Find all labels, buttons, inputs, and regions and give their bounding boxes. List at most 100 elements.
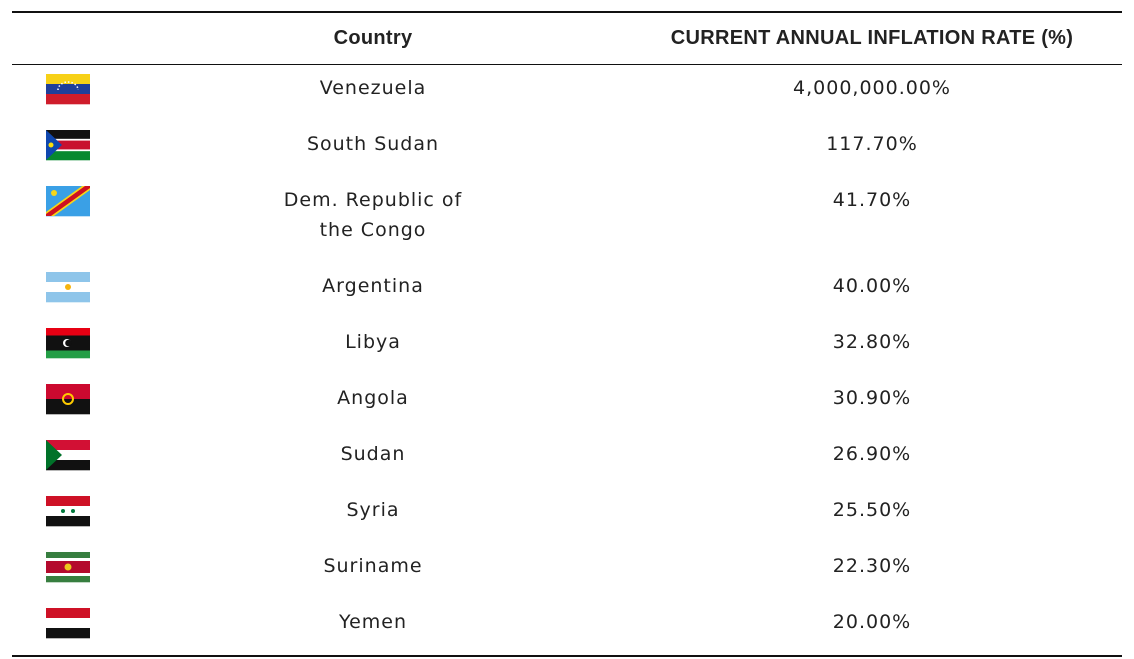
flag-stripe [46, 558, 90, 562]
country-cell: Dem. Republic of the Congo [112, 185, 634, 245]
inflation-rate: 22.30% [832, 555, 912, 577]
table-row: Yemen 20.00% [12, 599, 1122, 655]
flag [46, 496, 90, 527]
flag-stripe [46, 618, 90, 629]
country-cell: Venezuela [112, 73, 634, 103]
header-country: Country [333, 27, 413, 49]
flag-stripe [46, 516, 90, 527]
flag-sun [65, 284, 71, 290]
country-name: Angola [337, 387, 409, 409]
inflation-rate: 26.90% [832, 443, 912, 465]
flag-cell [12, 383, 112, 415]
flag-emblem [62, 393, 74, 405]
flag-stripe [46, 450, 90, 461]
flag-stripe [46, 138, 90, 141]
flag-cell [12, 73, 112, 105]
flag-stripe [46, 149, 90, 152]
flag-cell [12, 129, 112, 161]
country-name: Argentina [322, 275, 424, 297]
flag-stripe [46, 399, 90, 415]
table-row: Suriname 22.30% [12, 543, 1122, 599]
flag [46, 440, 90, 471]
flag-cell [12, 495, 112, 527]
flag-stripe [46, 496, 90, 507]
country-cell: Argentina [112, 271, 634, 301]
flag-cell [12, 327, 112, 359]
country-name: Venezuela [319, 77, 427, 99]
inflation-rate: 32.80% [832, 331, 912, 353]
flag-cell [12, 271, 112, 303]
country-name: Libya [345, 331, 401, 353]
country-name: Syria [346, 499, 400, 521]
country-name: Sudan [340, 443, 406, 465]
table-row: Libya 32.80% [12, 319, 1122, 375]
inflation-rate: 30.90% [832, 387, 912, 409]
flag-stripe [46, 74, 90, 85]
flag [46, 552, 90, 583]
country-name: Suriname [323, 555, 423, 577]
flag-band [46, 186, 90, 216]
country-cell: Suriname [112, 551, 634, 581]
flag-star [51, 190, 57, 196]
flag-stars [57, 81, 79, 91]
flag-stripe [46, 384, 90, 400]
flag-star [64, 563, 72, 571]
flag-stripe [46, 576, 90, 583]
country-name: Dem. Republic of the Congo [283, 189, 463, 241]
flag-stripe [46, 573, 90, 577]
flag-stripe [46, 140, 90, 150]
country-cell: Sudan [112, 439, 634, 469]
inflation-rate: 25.50% [832, 499, 912, 521]
table-row: South Sudan 117.70% [12, 121, 1122, 177]
flag [46, 186, 90, 217]
table-row: Sudan 26.90% [12, 431, 1122, 487]
inflation-rate: 117.70% [826, 133, 918, 155]
flag-stripe [46, 608, 90, 619]
flag-star [61, 509, 65, 513]
flag-stripe [46, 94, 90, 105]
inflation-rate: 4,000,000.00% [793, 77, 951, 99]
country-cell: Libya [112, 327, 634, 357]
table-row: Syria 25.50% [12, 487, 1122, 543]
flag-cell [12, 551, 112, 583]
header-row: Country CURRENT ANNUAL INFLATION RATE (%… [12, 13, 1122, 65]
flag [46, 608, 90, 639]
flag-stripe [46, 84, 90, 95]
flag-stripe [46, 292, 90, 303]
flag-stripe [46, 151, 90, 161]
flag [46, 384, 90, 415]
flag [46, 272, 90, 303]
country-cell: Yemen [112, 607, 634, 637]
flag-stripe [46, 350, 90, 359]
flag-cell [12, 607, 112, 639]
flag [46, 130, 90, 161]
country-cell: Syria [112, 495, 634, 525]
country-cell: Angola [112, 383, 634, 413]
header-rate: CURRENT ANNUAL INFLATION RATE (%) [670, 27, 1074, 49]
flag-stripe [46, 130, 90, 140]
flag-triangle [46, 440, 62, 470]
flag-crescent [65, 339, 72, 347]
flag-star [48, 142, 54, 148]
inflation-rate: 41.70% [832, 189, 912, 211]
country-name: Yemen [338, 611, 407, 633]
table-row: Angola 30.90% [12, 375, 1122, 431]
flag [46, 74, 90, 105]
flag-stripe [46, 506, 90, 517]
flag-stripe [46, 272, 90, 283]
country-name: South Sudan [306, 133, 440, 155]
table-row: Dem. Republic of the Congo 41.70% [12, 177, 1122, 263]
table-row: Venezuela 4,000,000.00% [12, 65, 1122, 121]
flag-stripe [46, 552, 90, 559]
flag-stripe [46, 628, 90, 639]
flag-stripe [46, 440, 90, 451]
flag-triangle [46, 130, 62, 160]
flag [46, 328, 90, 359]
flag-stripe [46, 460, 90, 471]
inflation-table: Country CURRENT ANNUAL INFLATION RATE (%… [12, 11, 1122, 657]
flag-stripe [46, 328, 90, 336]
flag-cell [12, 185, 112, 245]
table-row: Argentina 40.00% [12, 263, 1122, 319]
inflation-rate: 40.00% [832, 275, 912, 297]
